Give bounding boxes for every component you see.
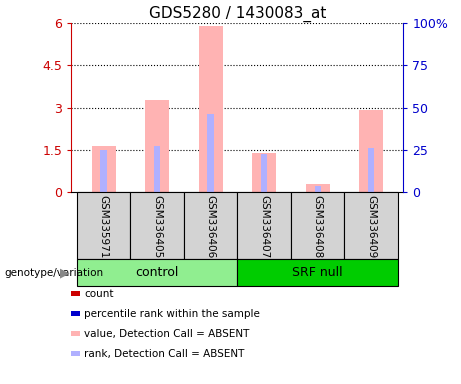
Bar — [368, 147, 374, 192]
Bar — [306, 184, 330, 192]
Bar — [359, 110, 383, 192]
Text: value, Detection Call = ABSENT: value, Detection Call = ABSENT — [84, 329, 250, 339]
Bar — [252, 154, 276, 192]
Bar — [314, 186, 321, 192]
Text: percentile rank within the sample: percentile rank within the sample — [84, 309, 260, 319]
Bar — [199, 26, 223, 192]
Text: rank, Detection Call = ABSENT: rank, Detection Call = ABSENT — [84, 349, 245, 359]
Text: GSM336405: GSM336405 — [152, 195, 162, 258]
Text: count: count — [84, 289, 114, 299]
Text: SRF null: SRF null — [292, 266, 343, 279]
Bar — [184, 192, 237, 259]
Text: control: control — [136, 266, 179, 279]
Bar — [77, 259, 237, 286]
Bar — [237, 259, 398, 286]
Bar — [77, 192, 130, 259]
Bar — [261, 154, 267, 192]
Text: GSM336409: GSM336409 — [366, 195, 376, 258]
Bar — [237, 192, 291, 259]
Text: genotype/variation: genotype/variation — [5, 268, 104, 278]
Text: GSM335971: GSM335971 — [99, 195, 109, 259]
Bar — [207, 114, 214, 192]
Bar — [100, 150, 107, 192]
Bar — [92, 146, 116, 192]
Bar — [344, 192, 398, 259]
Bar — [154, 146, 160, 192]
Title: GDS5280 / 1430083_at: GDS5280 / 1430083_at — [149, 5, 326, 22]
Bar — [145, 99, 169, 192]
Text: ▶: ▶ — [60, 266, 70, 279]
Bar — [291, 192, 344, 259]
Bar — [130, 192, 184, 259]
Text: GSM336407: GSM336407 — [259, 195, 269, 258]
Text: GSM336406: GSM336406 — [206, 195, 216, 258]
Text: GSM336408: GSM336408 — [313, 195, 323, 258]
